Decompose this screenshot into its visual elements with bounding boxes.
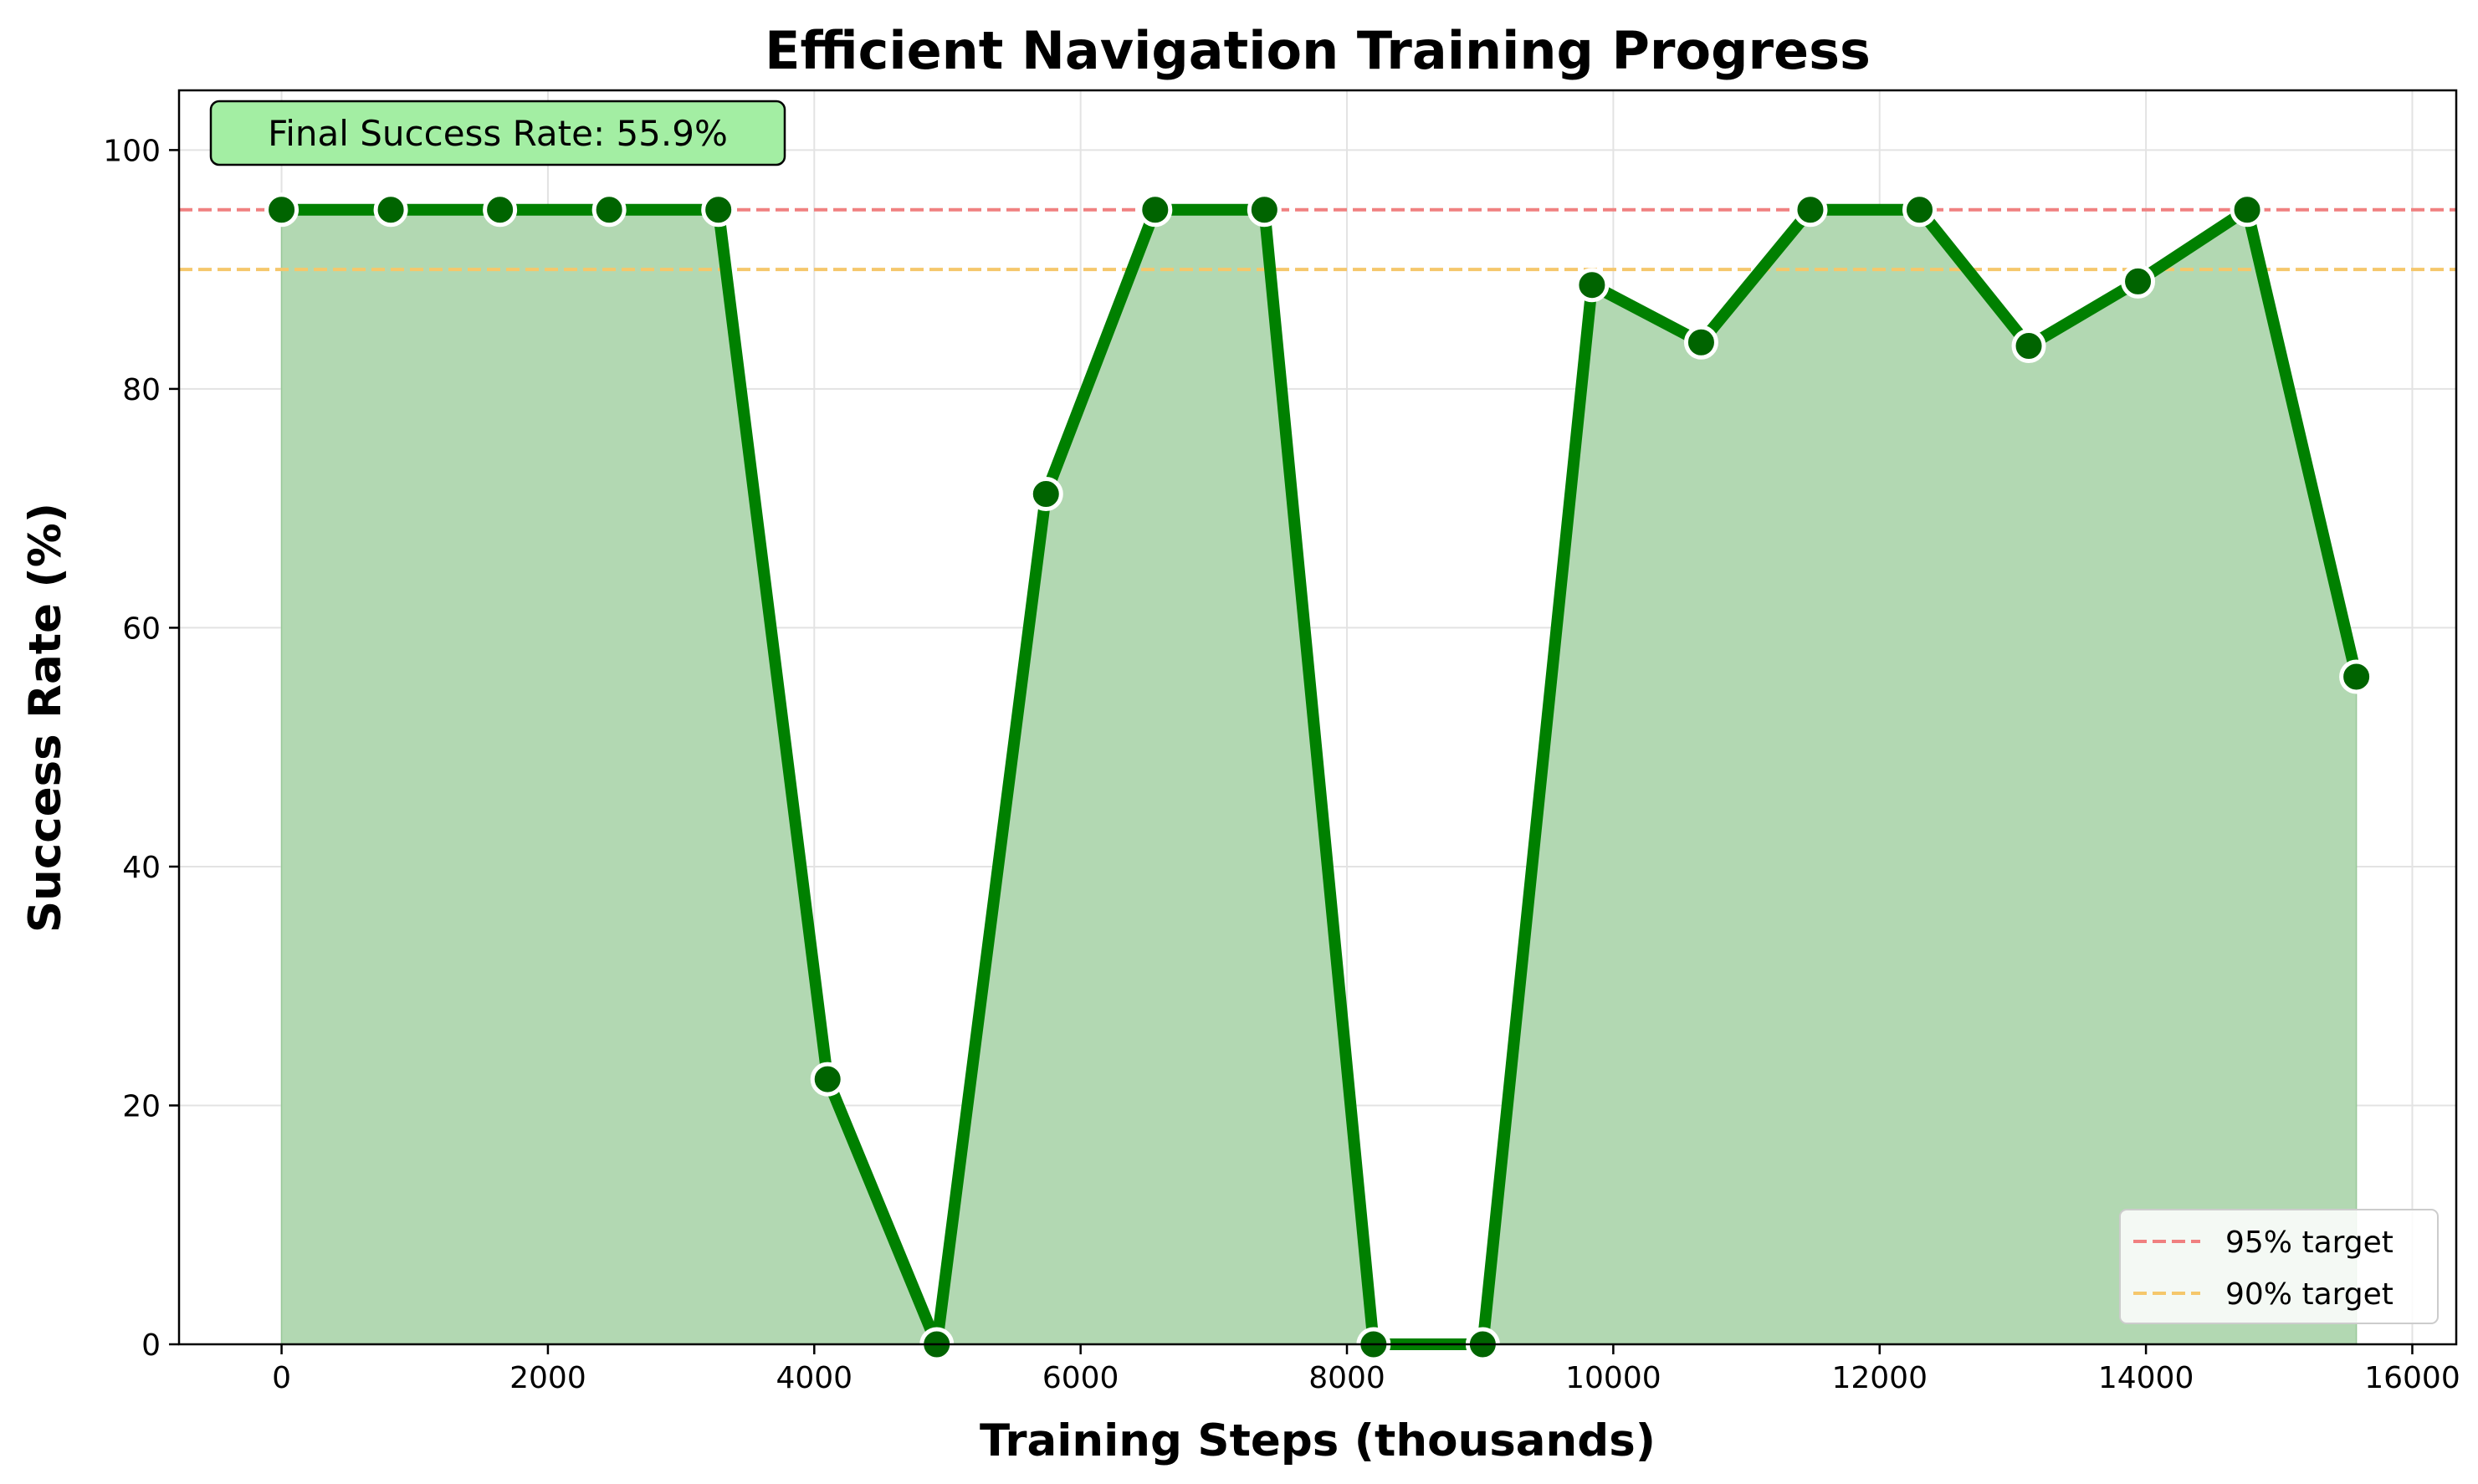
legend-label-95-target: 95% target — [2225, 1226, 2394, 1260]
data-point — [2011, 329, 2046, 364]
data-point — [1574, 268, 1610, 303]
data-point — [373, 192, 408, 228]
y-tick-label: 80 — [122, 373, 161, 407]
plot-frame — [177, 89, 2458, 1346]
x-tick-label: 4000 — [776, 1361, 852, 1395]
y-tick-label: 0 — [141, 1328, 161, 1363]
annotation-text: Final Success Rate: 55.9% — [268, 113, 728, 154]
data-point — [1683, 325, 1718, 360]
data-point — [1902, 192, 1937, 228]
y-axis-ticks: 0 20 40 60 80 100 — [103, 134, 179, 1363]
chart-title: Efficient Navigation Training Progress — [765, 20, 1871, 81]
data-point — [1793, 192, 1828, 228]
data-point — [591, 192, 627, 228]
y-tick-label: 20 — [122, 1089, 161, 1123]
data-point — [1028, 477, 1063, 512]
series-line — [275, 203, 2363, 1350]
x-tick-label: 2000 — [509, 1361, 586, 1395]
data-point — [264, 192, 300, 228]
annotation-box: Final Success Rate: 55.9% — [209, 100, 786, 166]
y-tick-label: 100 — [103, 134, 161, 168]
data-point — [1138, 192, 1173, 228]
x-axis-ticks: 0 2000 4000 6000 8000 10000 12000 14000 16000 — [272, 1344, 2460, 1395]
data-point — [701, 192, 736, 228]
y-tick-label: 40 — [122, 851, 161, 885]
x-tick-label: 16000 — [2364, 1361, 2460, 1395]
data-point — [2339, 659, 2374, 694]
x-tick-label: 8000 — [1308, 1361, 1385, 1395]
legend: 95% target 90% target — [2119, 1209, 2439, 1324]
x-tick-label: 10000 — [1565, 1361, 1661, 1395]
data-point — [1247, 192, 1282, 228]
x-tick-label: 12000 — [1831, 1361, 1928, 1395]
legend-label-90-target: 90% target — [2225, 1277, 2394, 1312]
x-axis-label: Training Steps (thousands) — [980, 1415, 1656, 1466]
data-point — [2121, 264, 2156, 299]
y-axis-label: Success Rate (%) — [20, 503, 71, 933]
data-point — [483, 192, 518, 228]
data-point — [810, 1062, 845, 1097]
data-points — [264, 192, 2374, 1362]
x-tick-label: 0 — [272, 1361, 291, 1395]
annotation-background — [209, 100, 786, 166]
x-tick-label: 6000 — [1042, 1361, 1119, 1395]
series-line-path — [275, 203, 2363, 1350]
x-tick-label: 14000 — [2098, 1361, 2194, 1395]
data-point — [2230, 192, 2265, 228]
y-tick-label: 60 — [122, 612, 161, 646]
reference-lines — [179, 207, 2456, 272]
